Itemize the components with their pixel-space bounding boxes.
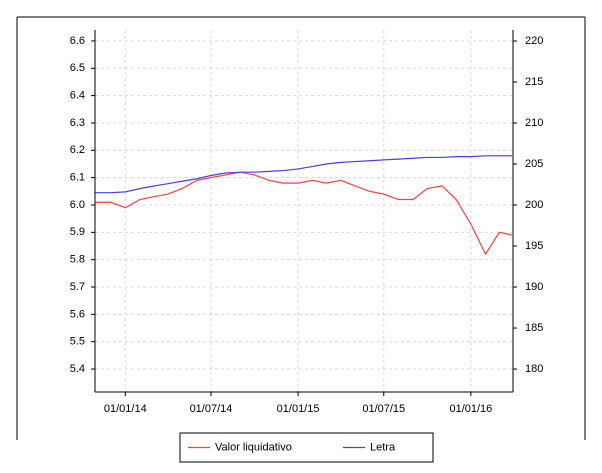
y-tick-label: 6.3 <box>70 117 85 129</box>
y-tick-label: 6.6 <box>70 35 85 47</box>
y-tick-label: 5.5 <box>70 336 85 348</box>
y-tick-label: 6.2 <box>70 144 85 156</box>
y-tick-label: 5.7 <box>70 281 85 293</box>
y2-tick-label: 205 <box>525 158 543 170</box>
x-tick-label: 01/07/15 <box>362 403 405 415</box>
y2-tick-label: 220 <box>525 35 543 47</box>
y2-tick-label: 190 <box>525 281 543 293</box>
y-tick-label: 5.6 <box>70 308 85 320</box>
y2-tick-label: 200 <box>525 199 543 211</box>
y2-tick-label: 180 <box>525 363 543 375</box>
y-tick-label: 5.4 <box>70 363 85 375</box>
y-tick-label: 6.0 <box>70 199 85 211</box>
x-tick-label: 01/01/16 <box>449 403 492 415</box>
legend-label: Valor liquidativo <box>215 441 292 453</box>
legend <box>179 432 434 463</box>
x-tick-label: 01/07/14 <box>190 403 233 415</box>
y2-tick-label: 215 <box>525 76 543 88</box>
y2-tick-label: 195 <box>525 240 543 252</box>
series-line <box>95 155 513 194</box>
y-tick-label: 5.8 <box>70 254 85 266</box>
y-tick-label: 6.4 <box>70 90 85 102</box>
legend-label: Letra <box>370 441 396 453</box>
y-tick-label: 6.1 <box>70 172 85 184</box>
y-tick-label: 6.5 <box>70 62 85 74</box>
y2-tick-label: 210 <box>525 117 543 129</box>
x-tick-label: 01/01/15 <box>277 403 320 415</box>
y2-tick-label: 185 <box>525 322 543 334</box>
x-tick-label: 01/01/14 <box>104 403 147 415</box>
series-line <box>95 171 513 256</box>
y-tick-label: 5.9 <box>70 226 85 238</box>
